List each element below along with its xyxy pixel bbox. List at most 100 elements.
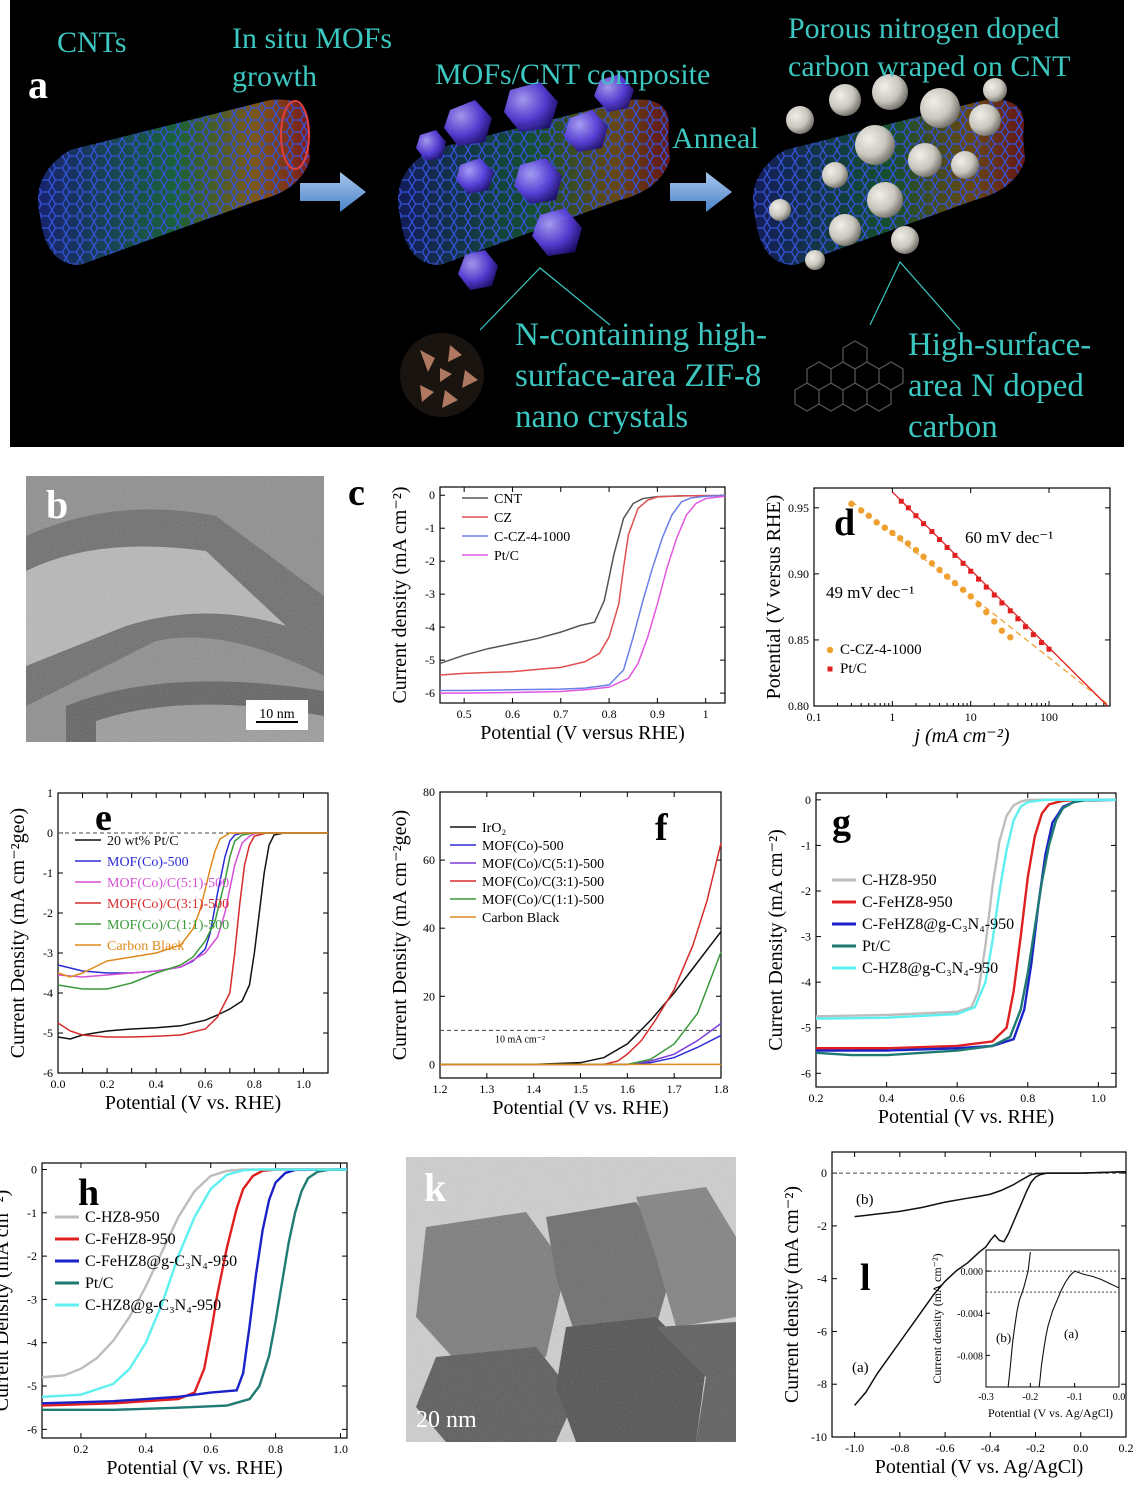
data-point	[976, 576, 982, 582]
plot-frame	[831, 1151, 1127, 1438]
x-tick-label: 0.6	[505, 707, 520, 721]
panel-letter-a: a	[28, 62, 48, 107]
legend-label: MOF(Co)-500	[107, 855, 189, 870]
y-tick-label: 0	[31, 1162, 37, 1176]
legend-label: C-HZ8@g-C₃N₄-950	[862, 960, 998, 977]
panel-letter-c: c	[348, 472, 365, 514]
y-tick-label: -1	[425, 521, 435, 535]
arrow-1-icon	[300, 172, 366, 212]
data-point	[873, 519, 880, 526]
y-tick-label: 0	[429, 488, 435, 502]
y-tick-label: 20	[423, 989, 435, 1003]
series-line-2	[41, 1168, 348, 1405]
label-hsa-3: carbon	[908, 409, 998, 445]
legend-label: C-FeHZ8-950	[85, 1231, 176, 1248]
y-tick-label: -6	[801, 1066, 811, 1080]
y-tick-label: -5	[43, 1026, 53, 1040]
data-point	[959, 586, 967, 593]
y-axis-label: Current density (mA cm⁻²)	[389, 486, 411, 703]
y-tick-label: -2	[43, 906, 53, 920]
legend-label: Carbon Black	[107, 939, 184, 954]
series-line-1	[439, 494, 725, 676]
legend-marker	[827, 666, 833, 672]
cnt-tube-icon	[30, 90, 320, 270]
y-tick-label: 0.95	[788, 501, 809, 515]
x-tick-label: 1.6	[620, 1082, 635, 1096]
y-tick-label: 0	[429, 1057, 435, 1071]
x-tick-label: 1.0	[333, 1442, 348, 1456]
inset-y-tick-label: -0.008	[957, 1351, 983, 1362]
legend-label: IrO₂	[482, 821, 506, 836]
y-tick-label: 0	[805, 793, 811, 807]
x-tick-label: 0.8	[268, 1442, 283, 1456]
data-point	[905, 505, 911, 511]
y-tick-label: -3	[801, 930, 811, 944]
legend-label: MOF(Co)/C(1:1)-500	[107, 918, 229, 933]
y-tick-label: -6	[817, 1324, 827, 1338]
legend-label: MOF(Co)/C(5:1)-500	[107, 876, 229, 891]
data-point	[937, 537, 943, 543]
y-tick-label: 80	[423, 785, 435, 799]
reference-line-label: 10 mA cm⁻²	[495, 1034, 545, 1045]
data-point	[1030, 632, 1036, 638]
y-axis-label: Potential (V versus RHE)	[763, 495, 785, 700]
legend-label: MOF(Co)-500	[482, 839, 564, 854]
label-insitu-1: In situ MOFs	[232, 22, 392, 55]
x-tick-label: 1.7	[667, 1082, 682, 1096]
x-tick-label: 0.8	[602, 707, 617, 721]
x-tick-label: 1.3	[479, 1082, 494, 1096]
scale-label-k: 20 nm	[416, 1407, 477, 1433]
inset-x-tick-label: 0.0	[1113, 1392, 1126, 1403]
y-tick-label: -4	[425, 620, 435, 634]
series-line-3	[815, 798, 1117, 1057]
x-tick-label: -1.0	[845, 1441, 864, 1455]
series-line-0	[41, 1168, 347, 1379]
data-point	[943, 573, 951, 580]
chart-e-group: 0.0 0.2 0.4 0.6 0.8 1.0 1 0 -1 -2 -3 -4 -5 -6 Potentia…	[7, 786, 329, 1114]
data-point	[865, 512, 872, 519]
x-tick-label: 1.8	[714, 1082, 729, 1096]
x-tick-label: 1.4	[526, 1082, 541, 1096]
y-tick-label: -1	[27, 1206, 37, 1220]
legend-label: 20 wt% Pt/C	[107, 834, 179, 849]
data-point	[1007, 634, 1014, 641]
chart-g-group: 0.2 0.4 0.6 0.8 1.0 0 -1 -2 -3 -4 -5 -6 Potential (V…	[765, 792, 1117, 1128]
y-tick-label: -3	[43, 946, 53, 960]
fit-line-1	[891, 491, 1109, 707]
x-tick-label: -0.6	[936, 1441, 955, 1455]
x-tick-label: 0.4	[138, 1442, 153, 1456]
y-tick-label: 40	[423, 921, 435, 935]
y-axis-label: Current Density (mA cm⁻²)	[0, 1190, 13, 1412]
y-tick-label: -3	[27, 1292, 37, 1306]
legend-label: C-CZ-4-1000	[494, 530, 570, 545]
y-tick-label: -4	[43, 986, 53, 1000]
y-tick-label: -4	[817, 1272, 827, 1286]
x-tick-label: 100	[1040, 710, 1058, 724]
x-tick-label: 0.1	[807, 710, 822, 724]
inset-curve-label: (b)	[996, 1330, 1011, 1345]
data-point	[898, 498, 904, 504]
x-tick-label: 0.0	[51, 1077, 66, 1091]
inset-x-tick-label: -0.2	[1022, 1392, 1038, 1403]
series-line-1	[854, 1171, 1127, 1218]
curve-label: (b)	[856, 1192, 874, 1208]
label-anneal: Anneal	[672, 122, 759, 155]
y-tick-label: -2	[817, 1219, 827, 1233]
inset-x-tick-label: -0.3	[978, 1392, 994, 1403]
panel-letter-l: l	[860, 1257, 871, 1299]
inset-group: -0.3 -0.2 -0.1 0.0 0.000 -0.004 -0.008 (b) (a) Po…	[930, 1249, 1126, 1420]
legend-label: Pt/C	[862, 938, 890, 955]
series-line-0	[57, 832, 328, 1040]
arrow-2-icon	[670, 172, 732, 212]
series-line-5	[57, 832, 328, 978]
y-tick-label: -2	[425, 554, 435, 568]
x-axis-label: Potential (V vs. RHE)	[492, 1097, 668, 1119]
label-porous-1: Porous nitrogen doped	[788, 12, 1060, 45]
legend-label: C-HZ8-950	[862, 872, 937, 889]
y-tick-label: 1	[47, 786, 53, 800]
panel-letter-e: e	[95, 797, 112, 839]
series-line-4	[815, 798, 1116, 1020]
